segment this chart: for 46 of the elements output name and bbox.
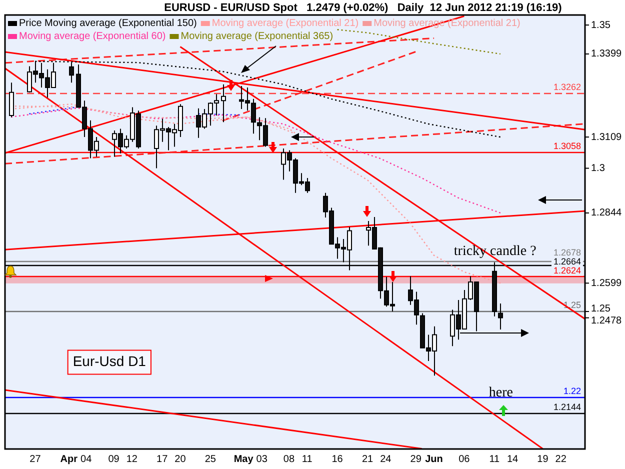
x-tick-label: May <box>234 454 254 465</box>
ref-line-label: 1.25 <box>563 300 581 310</box>
ref-line-label: 1.2624 <box>553 265 581 276</box>
y-tick-label: 1.2844 <box>591 208 622 219</box>
ref-line-label: 1.3262 <box>553 82 581 92</box>
x-tick-label: 03 <box>256 454 268 465</box>
annotation: here <box>488 385 513 400</box>
ref-line-label: 1.2144 <box>553 402 581 412</box>
x-tick-label: 14 <box>506 454 518 465</box>
x-tick-label: 06 <box>458 454 470 465</box>
y-tick-label: 1.2478 <box>591 315 622 326</box>
annotation: Eur-Usd D1 <box>72 353 146 370</box>
ref-line-label: 1.2664 <box>553 256 581 266</box>
chart-title: EURUSD - EUR/USD Spot 1.2479 (+0.02%) Daily 12 Jun 2012 21:19 (16:19) <box>164 2 562 14</box>
annotation: tricky candle ? <box>454 244 536 260</box>
x-tick-label: 17 <box>156 454 168 465</box>
x-tick-label: 25 <box>204 454 216 465</box>
y-tick-label: 1.25 <box>591 303 611 314</box>
y-tick-label: 1.3 <box>591 163 606 174</box>
x-tick-label: 27 <box>30 454 42 465</box>
x-tick-label: 24 <box>380 454 392 465</box>
x-tick-label: Jun <box>425 454 443 465</box>
x-tick-label: 22 <box>555 454 567 465</box>
x-tick-label: 16 <box>332 454 344 465</box>
x-tick-label: 04 <box>80 454 92 465</box>
y-tick-label: 1.35 <box>591 20 611 31</box>
ref-line-label: 1.22 <box>563 386 581 396</box>
legend-label: Moving average (Exponential 21) <box>212 18 359 29</box>
legend-label: Moving average (Exponential 60) <box>19 30 166 42</box>
x-tick-label: Apr <box>60 454 78 465</box>
x-tick-label: 21 <box>362 454 374 465</box>
x-tick-label: 08 <box>283 454 295 465</box>
ref-line-label: 1.3058 <box>553 140 581 151</box>
legend-label: Price Moving average (Exponential 150) <box>19 18 197 29</box>
x-tick-label: 20 <box>174 454 186 465</box>
x-tick-label: 11 <box>302 454 313 465</box>
ref-line-label: 1.2678 <box>553 247 581 258</box>
x-tick-label: 11 <box>489 454 500 465</box>
x-tick-label: 29 <box>410 454 422 465</box>
y-tick-label: 1.3399 <box>591 48 622 60</box>
x-tick-label: 12 <box>126 454 138 465</box>
x-tick-label: 09 <box>108 454 120 465</box>
y-tick-label: 1.3109 <box>591 132 622 143</box>
y-tick-label: 1.2599 <box>591 278 622 289</box>
x-tick-label: 19 <box>537 454 549 465</box>
legend-label: Moving average (Exponential 365) <box>180 30 334 42</box>
